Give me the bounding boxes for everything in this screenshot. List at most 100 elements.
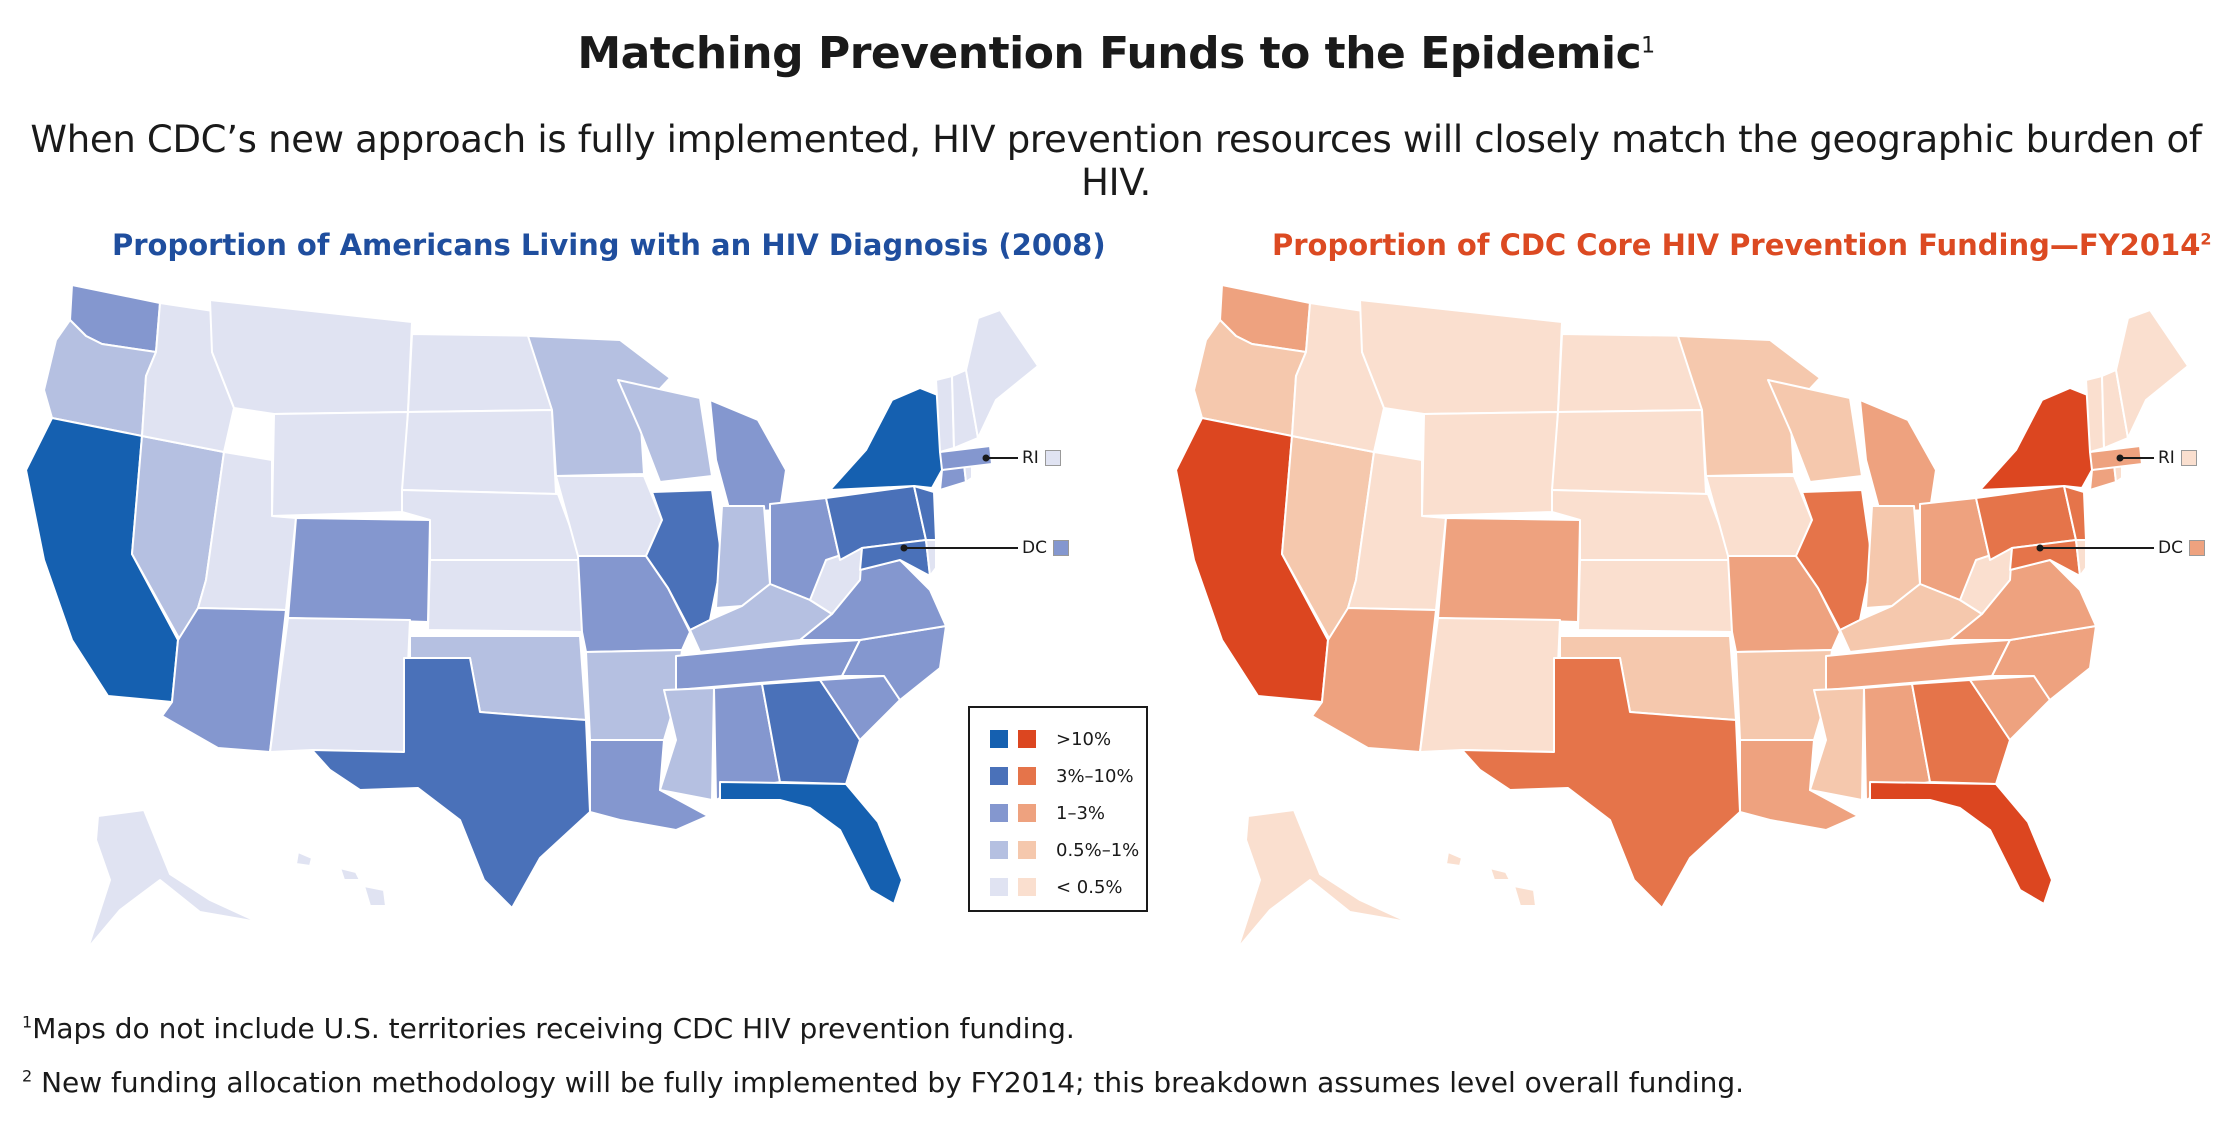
legend-swatch-right [1018,730,1036,748]
right-map-title-footnote-mark: 2 [2200,229,2212,249]
dc-leader-line-dot [2036,544,2044,552]
state-la [589,739,709,831]
footnote-2: 2 New funding allocation methodology wil… [22,1066,1744,1099]
state-wy [271,411,409,517]
footnote-mark: 1 [22,1012,33,1032]
dc-swatch-right [2188,540,2205,556]
left-map-title-text: Proportion of Americans Living with an H… [112,228,1106,262]
state-mn [527,335,671,477]
footnote-text: New funding allocation methodology will … [32,1066,1745,1099]
dc-leader-line-dot [900,544,908,552]
state-ks [1577,559,1733,633]
legend-item: 0.5%–1% [990,839,1139,861]
page-subtitle: When CDC’s new approach is fully impleme… [30,118,2202,204]
right-map-title-text: Proportion of CDC Core HIV Prevention Fu… [1272,228,2201,262]
state-co [287,517,431,623]
legend-label: 0.5%–1% [1056,839,1140,861]
legend: >10% 3%–10% 1–3% 0.5%–1% < 0.5% [968,706,1148,912]
state-ks [427,559,583,633]
state-ga [1911,679,2011,785]
state-ar [1735,649,1833,741]
state-mn [1677,335,1821,477]
legend-swatch-left [990,878,1008,896]
state-vt [2085,375,2105,453]
legend-swatch-left [990,804,1008,822]
right-us-map [1175,284,2189,949]
legend-label: >10% [1056,728,1112,750]
ri-swatch-left [1044,450,1061,466]
state-ak [1237,809,1409,949]
ri-label: RI [1022,448,1039,468]
dc-swatch-left [1052,540,1069,556]
ri-callout-left: RI [1022,448,1061,468]
state-az [1311,607,1437,753]
state-nm [269,617,411,753]
legend-swatch-left [990,730,1008,748]
legend-swatch-left [990,841,1008,859]
state-co [1437,517,1581,623]
state-wi [1767,379,1863,483]
footnote-1: 1Maps do not include U.S. territories re… [22,1012,1075,1045]
state-ak [87,809,259,949]
state-sd [1551,409,1707,495]
state-sd [401,409,557,495]
state-az [161,607,287,753]
ri-leader-line-dot [2116,454,2124,462]
ri-callout-right: RI [2158,448,2197,468]
state-tx [311,657,591,909]
state-wy [1421,411,1559,517]
legend-swatch-right [1018,804,1036,822]
title-footnote-mark: 1 [1641,33,1655,59]
state-ms [1809,687,1865,801]
legend-swatch-right [1018,878,1036,896]
state-mi [1859,399,1937,513]
ri-swatch-right [2180,450,2197,466]
state-hi [295,851,387,907]
state-ny [1979,387,2093,491]
state-ma [2089,445,2143,471]
state-fl [1869,781,2053,905]
state-vt [935,375,955,453]
dc-label: DC [1022,538,1047,558]
legend-label: 1–3% [1056,802,1106,824]
state-wi [617,379,713,483]
legend-swatch-left [990,767,1008,785]
legend-swatch-right [1018,767,1036,785]
legend-swatch-right [1018,841,1036,859]
legend-label: 3%–10% [1056,765,1134,787]
ri-label: RI [2158,448,2175,468]
state-me [2115,309,2189,439]
state-hi [1445,851,1537,907]
title-text: Matching Prevention Funds to the Epidemi… [577,28,1642,79]
state-fl [719,781,903,905]
state-ms [659,687,715,801]
state-ar [585,649,683,741]
left-us-map [25,284,1039,949]
footnote-text: Maps do not include U.S. territories rec… [32,1012,1075,1045]
legend-item: < 0.5% [990,876,1123,898]
right-map-title: Proportion of CDC Core HIV Prevention Fu… [1272,228,2212,262]
footnote-mark: 2 [22,1066,33,1086]
state-ma [939,445,993,471]
state-ut [197,451,297,611]
state-ga [761,679,861,785]
ri-leader-line-dot [982,454,990,462]
dc-callout-left: DC [1022,538,1069,558]
state-mi [709,399,787,513]
state-mt [1359,299,1563,415]
legend-item: >10% [990,728,1111,750]
state-nm [1419,617,1561,753]
legend-label: < 0.5% [1056,876,1123,898]
state-ny [829,387,943,491]
dc-label: DC [2158,538,2183,558]
legend-item: 3%–10% [990,765,1134,787]
state-la [1739,739,1859,831]
page-title: Matching Prevention Funds to the Epidemi… [0,28,2232,79]
state-mt [209,299,413,415]
state-tx [1461,657,1741,909]
legend-item: 1–3% [990,802,1105,824]
left-map-title: Proportion of Americans Living with an H… [112,228,1106,262]
dc-callout-right: DC [2158,538,2205,558]
state-me [965,309,1039,439]
